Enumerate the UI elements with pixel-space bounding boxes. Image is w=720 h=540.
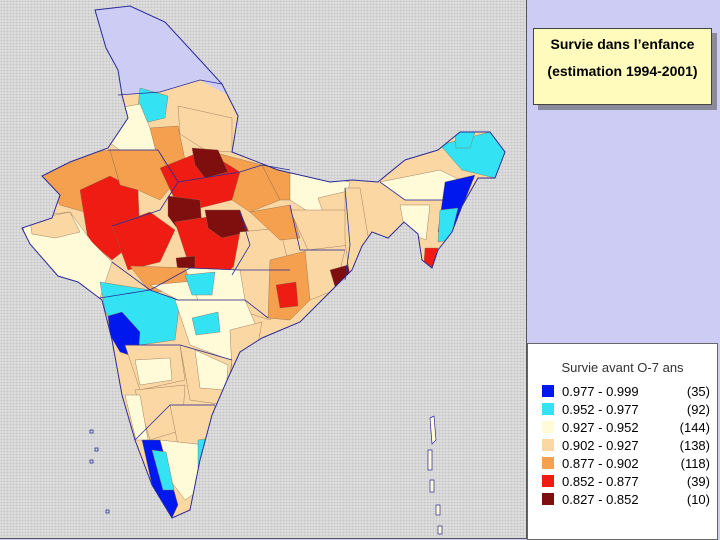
legend: Survie avant O-7 ans 0.977 - 0.999 (35) … (527, 343, 718, 540)
region-mp-dark-east (204, 209, 249, 239)
legend-swatch (542, 457, 554, 469)
map-title-box: Survie dans l’enfance (estimation 1994-2… (533, 28, 712, 105)
legend-swatch (542, 385, 554, 397)
legend-count: (118) (680, 456, 710, 471)
region-orissa-red (275, 281, 299, 309)
india-district-map (21, 5, 506, 535)
legend-count: (92) (686, 402, 710, 417)
country-border (21, 5, 506, 519)
region-andhra-coast (229, 321, 263, 373)
map-panel (0, 0, 527, 539)
legend-item: 0.877 - 0.902 (118) (542, 456, 714, 471)
legend-range: 0.952 - 0.977 (562, 402, 639, 417)
legend-range: 0.977 - 0.999 (562, 384, 639, 399)
legend-swatch (542, 421, 554, 433)
legend-swatch (542, 475, 554, 487)
region-mp-west (111, 211, 176, 271)
legend-swatch (542, 439, 554, 451)
legend-count: (138) (679, 438, 710, 453)
region-kerala-cyan (151, 449, 175, 491)
region-andhra-cyan (191, 311, 221, 336)
legend-count: (39) (686, 474, 710, 489)
legend-item: 0.977 - 0.999 (35) (542, 384, 714, 399)
state-boundaries (99, 79, 445, 441)
map-subtitle: (estimation 1994-2001) (547, 63, 698, 79)
andaman-nicobar-islands (427, 415, 443, 535)
legend-count: (10) (686, 492, 710, 507)
lakshadweep-islands (89, 429, 110, 514)
region-chhattisgarh-n (249, 204, 301, 241)
legend-title: Survie avant O-7 ans (561, 360, 684, 375)
region-maha-cyan-n (184, 271, 216, 296)
legend-range: 0.852 - 0.877 (562, 474, 639, 489)
legend-item: 0.827 - 0.852 (10) (542, 492, 714, 507)
region-up-dark (191, 147, 229, 179)
legend-range: 0.927 - 0.952 (562, 420, 639, 435)
legend-range: 0.827 - 0.852 (562, 492, 639, 507)
legend-count: (35) (686, 384, 710, 399)
legend-item: 0.902 - 0.927 (138) (542, 438, 714, 453)
legend-swatch (542, 493, 554, 505)
legend-range: 0.902 - 0.927 (562, 438, 639, 453)
region-mizoram (423, 247, 439, 269)
legend-count: (144) (679, 420, 710, 435)
legend-range: 0.877 - 0.902 (562, 456, 639, 471)
legend-swatch (542, 403, 554, 415)
map-title: Survie dans l’enfance (550, 36, 695, 52)
legend-item: 0.927 - 0.952 (144) (542, 420, 714, 435)
region-karnataka-light (134, 357, 173, 386)
legend-item: 0.852 - 0.877 (39) (542, 474, 714, 489)
legend-item: 0.952 - 0.977 (92) (542, 402, 714, 417)
